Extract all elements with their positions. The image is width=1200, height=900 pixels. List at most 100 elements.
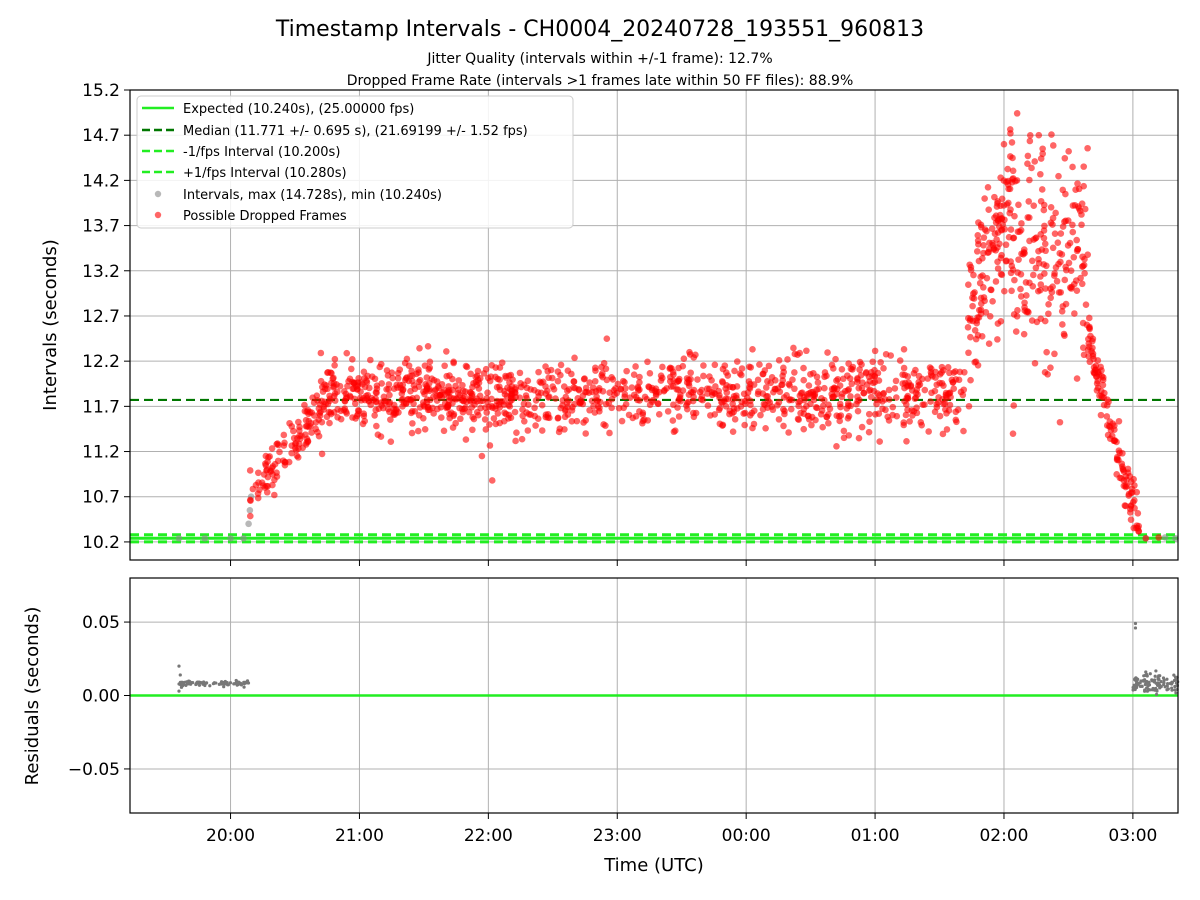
dropped-frame-point (1026, 279, 1033, 287)
dropped-frame-point (1097, 411, 1105, 419)
dropped-frame-point (591, 377, 599, 385)
dropped-frame-point (565, 397, 572, 404)
dropped-frame-point (738, 365, 746, 372)
dropped-frame-point (829, 365, 837, 372)
dropped-frame-point (674, 386, 682, 393)
dropped-frame-point (419, 414, 427, 422)
legend-label-median: Median (11.771 +/- 0.695 s), (21.69199 +… (183, 124, 528, 139)
dropped-frame-point (896, 357, 904, 364)
dropped-frame-point (552, 395, 559, 402)
dropped-frame-point (1040, 201, 1048, 209)
dropped-frame-point (880, 365, 887, 372)
dropped-frame-point (991, 193, 998, 201)
dropped-frame-point (1009, 430, 1017, 437)
dropped-frame-point (1051, 230, 1059, 237)
dropped-frame-point (1073, 375, 1081, 382)
residual-point (202, 680, 206, 684)
legend-label-minus-fps: -1/fps Interval (10.200s) (183, 145, 340, 160)
dropped-frame-point (1000, 140, 1008, 148)
dropped-frame-point (621, 393, 628, 401)
dropped-frame-point (971, 289, 978, 296)
dropped-frame-point (994, 229, 1002, 236)
dropped-frame-point (1012, 328, 1020, 335)
dropped-frame-point (343, 410, 351, 417)
residual-point (1134, 682, 1139, 686)
dropped-frame-point (780, 394, 788, 401)
dropped-frame-point (424, 406, 432, 414)
dropped-frame-point (697, 395, 705, 403)
top-y-tick-label: 14.2 (82, 171, 120, 191)
top-scatter-points (175, 110, 1179, 542)
dropped-frame-point (373, 422, 380, 430)
residual-point (1154, 692, 1159, 697)
dropped-frame-point (1082, 301, 1090, 308)
dropped-frame-point (838, 366, 846, 373)
dropped-frame-point (774, 401, 781, 409)
dropped-frame-point (331, 361, 338, 369)
dropped-frame-point (606, 429, 613, 437)
dropped-frame-point (387, 438, 395, 445)
dropped-frame-point (1065, 259, 1073, 267)
residual-point (242, 680, 246, 684)
dropped-frame-point (940, 366, 947, 374)
dropped-frame-point (685, 391, 693, 399)
dropped-frame-point (582, 384, 590, 392)
residual-point (1173, 688, 1177, 692)
dropped-frame-point (1018, 220, 1025, 227)
dropped-frame-point (984, 249, 992, 256)
dropped-frame-point (421, 426, 429, 433)
top-x-ticks (230, 560, 1134, 566)
dropped-frame-point (791, 385, 798, 393)
dropped-frame-point (1041, 317, 1049, 325)
dropped-frame-point (535, 368, 542, 376)
dropped-frame-point (741, 400, 749, 408)
top-y-ticks: 10.2 10.7 11.2 11.7 12.2 12.7 13.2 13.7 14.2 14.7… (82, 81, 130, 553)
dropped-frame-point (994, 336, 1001, 343)
dropped-frame-point (493, 397, 501, 405)
dropped-frame-point (586, 406, 593, 414)
dropped-frame-point (394, 369, 402, 377)
dropped-frame-point (1009, 167, 1017, 175)
dropped-frame-point (1007, 226, 1015, 233)
residual-point (197, 683, 202, 687)
dropped-frame-point (893, 412, 901, 420)
dropped-frame-point (1013, 110, 1021, 117)
dropped-frame-point (1100, 401, 1108, 409)
dropped-frame-point (620, 404, 627, 412)
dropped-frame-point (692, 351, 699, 359)
dropped-frame-point (959, 391, 967, 399)
dropped-frame-point (812, 404, 820, 411)
dropped-frame-point (680, 355, 688, 362)
dropped-frame-point (971, 327, 979, 334)
dropped-frame-point (718, 378, 726, 385)
dropped-frame-point (416, 404, 424, 411)
dropped-frame-point (998, 271, 1006, 279)
dropped-frame-point (345, 377, 352, 385)
residual-point (1148, 672, 1152, 676)
dropped-frame-point (866, 418, 873, 425)
dropped-frame-point (1000, 177, 1008, 184)
dropped-frame-point (840, 427, 848, 435)
dropped-frame-point (482, 365, 490, 373)
dropped-frame-point (399, 381, 407, 389)
dropped-frame-point (855, 434, 863, 442)
dropped-frame-point (975, 257, 983, 265)
dropped-frame-point (967, 333, 974, 341)
dropped-frame-point (513, 429, 520, 437)
dropped-frame-point (786, 395, 794, 403)
dropped-frame-point (475, 385, 483, 392)
dropped-frame-point (482, 426, 490, 433)
dropped-frame-point (814, 379, 822, 386)
dropped-frame-point (955, 376, 963, 384)
dropped-frame-point (416, 376, 424, 384)
dropped-frame-point (981, 195, 988, 202)
dropped-frame-point (657, 377, 665, 384)
dropped-frame-point (1121, 502, 1129, 509)
dropped-frame-point (900, 419, 908, 426)
dropped-frame-point (821, 384, 828, 392)
dropped-frame-point (856, 358, 864, 366)
dropped-frame-point (600, 359, 608, 367)
dropped-frame-point (985, 340, 993, 347)
dropped-frame-point (486, 442, 494, 449)
dropped-frame-point (770, 388, 777, 396)
